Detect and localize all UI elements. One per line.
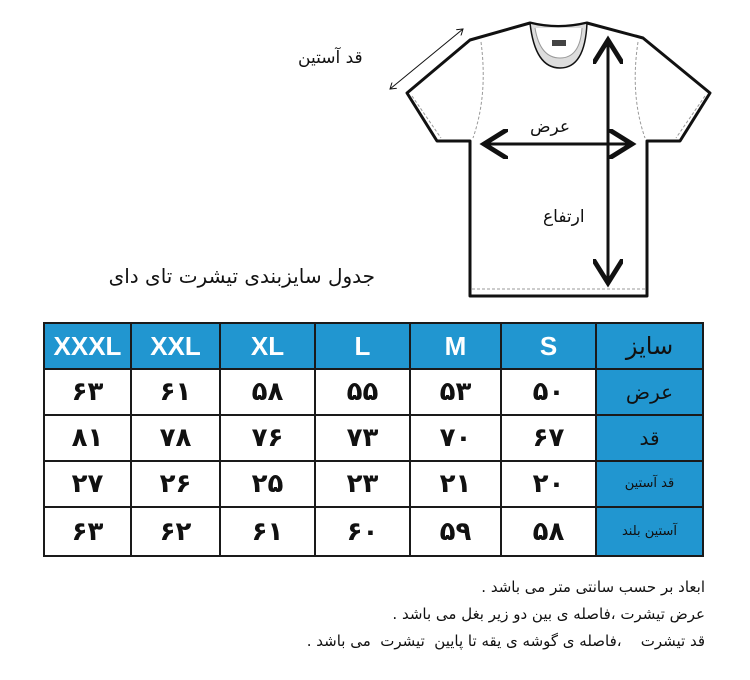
size-header: XXXL: [43, 322, 132, 370]
notes: ابعاد بر حسب سانتی متر می باشد . عرض تیش…: [307, 574, 705, 655]
cell: ۶۰: [314, 506, 411, 557]
table-row: ۸۱ ۷۸ ۷۶ ۷۳ ۷۰ ۶۷ قد: [43, 414, 704, 462]
table-header-row: XXXL XXL XL L M S سایز: [43, 322, 704, 370]
sleeve-length-label: قد آستین: [298, 48, 363, 68]
cell: ۲۵: [219, 460, 316, 508]
height-label: ارتفاع: [543, 207, 585, 227]
cell: ۵۹: [409, 506, 502, 557]
cell: ۶۲: [130, 506, 221, 557]
page-title: جدول سایزبندی تیشرت تای دای: [108, 264, 375, 288]
cell: ۶۱: [130, 368, 221, 416]
tshirt-diagram: [0, 21, 712, 298]
cell: ۵۰: [500, 368, 597, 416]
size-table: XXXL XXL XL L M S سایز ۶۳ ۶۱ ۵۸ ۵۵ ۵۳ ۵۰…: [43, 322, 704, 557]
cell: ۶۱: [219, 506, 316, 557]
size-label-header: سایز: [595, 322, 704, 370]
cell: ۵۵: [314, 368, 411, 416]
size-header: S: [500, 322, 597, 370]
note: قد تیشرت ،فاصله ی گوشه ی یقه تا پایین تی…: [306, 632, 705, 650]
cell: ۶۳: [43, 368, 132, 416]
row-label: عرض: [595, 368, 704, 416]
cell: ۲۳: [314, 460, 411, 508]
row-label: آستین بلند: [595, 506, 704, 557]
cell: ۵۸: [219, 368, 316, 416]
cell: ۵۳: [409, 368, 502, 416]
cell: ۷۰: [409, 414, 502, 462]
row-label: قد آستین: [595, 460, 704, 508]
cell: ۲۷: [43, 460, 132, 508]
cell: ۲۶: [130, 460, 221, 508]
cell: ۸۱: [43, 414, 132, 462]
table-row: ۶۳ ۶۱ ۵۸ ۵۵ ۵۳ ۵۰ عرض: [43, 368, 704, 416]
cell: ۵۸: [500, 506, 597, 557]
cell: ۲۰: [500, 460, 597, 508]
size-header: M: [409, 322, 502, 370]
note: ابعاد بر حسب سانتی متر می باشد .: [481, 578, 705, 596]
note: عرض تیشرت ،فاصله ی بین دو زیر بغل می باش…: [392, 605, 705, 623]
size-header: XXL: [130, 322, 221, 370]
row-label: قد: [595, 414, 704, 462]
table-row: ۶۳ ۶۲ ۶۱ ۶۰ ۵۹ ۵۸ آستین بلند: [43, 506, 704, 557]
cell: ۶۷: [500, 414, 597, 462]
cell: ۲۱: [409, 460, 502, 508]
size-header: L: [314, 322, 411, 370]
sleeve-arrow: [390, 29, 463, 89]
cell: ۷۳: [314, 414, 411, 462]
cell: ۷۶: [219, 414, 316, 462]
width-label: عرض: [530, 117, 571, 137]
table-row: ۲۷ ۲۶ ۲۵ ۲۳ ۲۱ ۲۰ قد آستین: [43, 460, 704, 508]
size-header: XL: [219, 322, 316, 370]
cell: ۷۸: [130, 414, 221, 462]
cell: ۶۳: [43, 506, 132, 557]
